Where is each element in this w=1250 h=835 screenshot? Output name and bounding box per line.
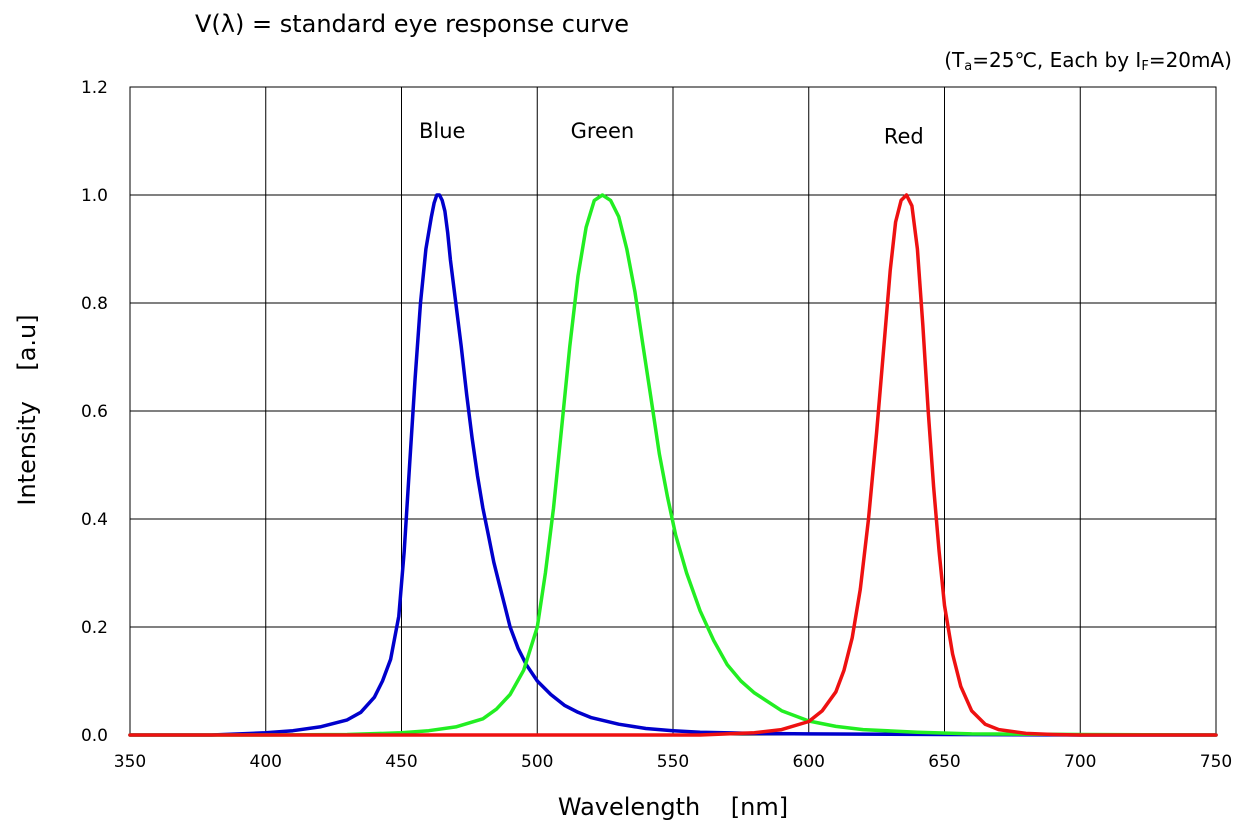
y-tick-label: 0.4 bbox=[81, 510, 108, 530]
grid-lines bbox=[129, 86, 1217, 736]
series-lines bbox=[128, 193, 1218, 737]
y-tick-label: 0.6 bbox=[81, 402, 108, 422]
label-red: Red bbox=[884, 125, 924, 149]
y-tick-label: 0.2 bbox=[81, 618, 108, 638]
x-tick-label: 500 bbox=[521, 752, 553, 772]
measurement-condition: (Ta=25℃, Each by IF=20mA) bbox=[944, 48, 1232, 74]
y-tick-label: 1.2 bbox=[81, 78, 108, 98]
x-tick-label: 750 bbox=[1200, 752, 1232, 772]
series-red-line bbox=[128, 193, 1218, 737]
series-annotations: Blue Green Red bbox=[419, 119, 924, 148]
y-tick-label: 0.0 bbox=[81, 726, 108, 746]
x-tick-label: 600 bbox=[793, 752, 825, 772]
x-tick-label: 550 bbox=[657, 752, 689, 772]
x-tick-label: 700 bbox=[1064, 752, 1096, 772]
tick-labels: 350 400 450 500 550 600 650 700 750 0.0 0.2 0.4 0.6 0… bbox=[81, 78, 1232, 772]
series-blue-line bbox=[128, 193, 1218, 737]
condition-suffix: =20mA) bbox=[1148, 48, 1232, 72]
x-tick-label: 400 bbox=[250, 752, 282, 772]
x-tick-label: 650 bbox=[928, 752, 960, 772]
series-green-line bbox=[128, 193, 1218, 737]
x-tick-label: 350 bbox=[114, 752, 146, 772]
y-tick-label: 1.0 bbox=[81, 186, 108, 206]
label-blue: Blue bbox=[419, 119, 465, 143]
condition-middle: =25℃, Each by I bbox=[972, 48, 1142, 72]
x-axis-label: Wavelength [nm] bbox=[558, 793, 788, 821]
y-axis-label: Intensity [a.u] bbox=[13, 314, 41, 505]
condition-if-subscript: F bbox=[1141, 59, 1149, 74]
label-green: Green bbox=[571, 119, 635, 143]
y-tick-label: 0.8 bbox=[81, 294, 108, 314]
condition-ta-subscript: a bbox=[964, 59, 973, 74]
condition-prefix: (T bbox=[944, 48, 965, 72]
chart-title: V(λ) = standard eye response curve bbox=[195, 10, 630, 38]
x-tick-label: 450 bbox=[385, 752, 417, 772]
